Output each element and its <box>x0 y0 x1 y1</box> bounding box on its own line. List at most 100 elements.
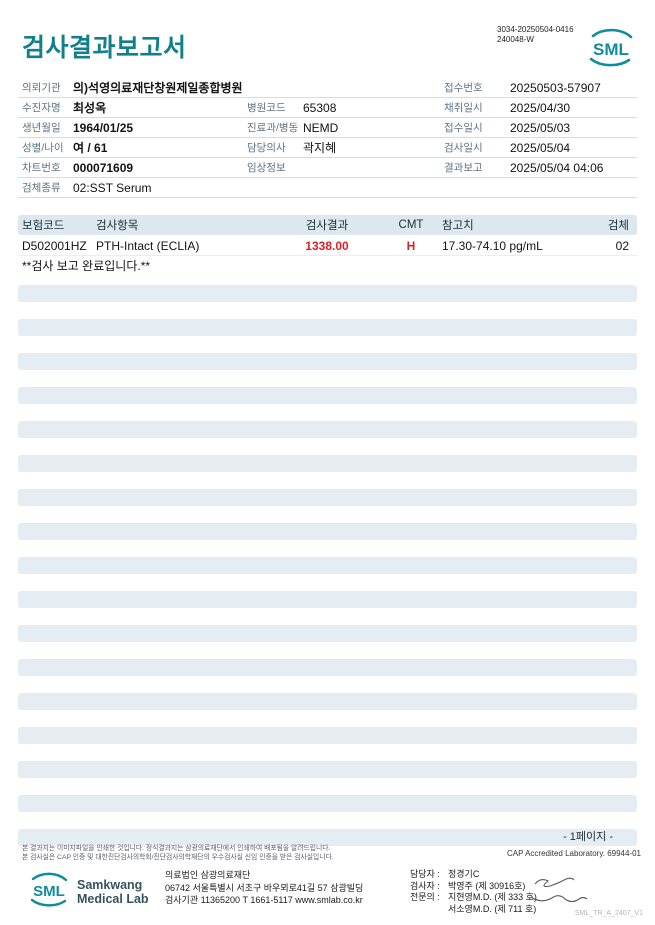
empty-row <box>18 761 637 778</box>
info-row-patient-name: 수진자명 최성옥 병원코드 65308 채취일시 2025/04/30 <box>18 98 637 118</box>
page-number-row: - 1페이지 - <box>18 829 637 846</box>
col-specimen: 검체 <box>607 220 629 232</box>
info-label: 병원코드 <box>247 102 286 114</box>
lab-brand-name: Samkwang Medical Lab <box>77 878 149 906</box>
lab-address-block: 의료법인 삼광의료재단 06742 서울특별시 서초구 바우뫼로41길 57 삼… <box>165 869 363 907</box>
empty-row <box>18 421 637 438</box>
info-value: 2025/05/04 04:06 <box>510 160 604 175</box>
empty-row <box>18 591 637 608</box>
info-value: 2025/05/03 <box>510 120 571 135</box>
info-label: 차트번호 <box>22 162 61 174</box>
col-test-result: 검사결과 <box>305 220 349 232</box>
disclaimer-line2: 본 검사실은 CAP 인증 및 대한진단검사의학회/진단검사의학재단의 우수검사… <box>22 854 334 861</box>
staff-value: 서소영M.D. (제 711 호) <box>448 903 537 914</box>
empty-row <box>18 489 637 506</box>
info-label: 의뢰기관 <box>22 82 61 94</box>
report-title: 검사결과보고서 <box>22 34 187 62</box>
staff-block: 담당자 : 정경기C 검사자 : 박영주 (제 30916호) 전문의 : 지현… <box>410 869 537 915</box>
empty-row <box>18 625 637 642</box>
info-label: 검체종류 <box>22 182 61 194</box>
info-row-sex-age: 성별/나이 여 / 61 담당의사 곽지혜 검사일시 2025/05/04 <box>18 138 637 158</box>
org-contact: 검사기관 11365200 T 1661-5117 www.smlab.co.k… <box>165 895 363 905</box>
col-insurance-code: 보험코드 <box>22 220 65 232</box>
empty-row <box>18 455 637 472</box>
empty-row <box>18 727 637 744</box>
info-label: 담당의사 <box>247 142 286 154</box>
info-label: 생년월일 <box>22 122 61 134</box>
brand-line1: Samkwang <box>77 878 143 892</box>
info-label: 성별/나이 <box>22 142 64 154</box>
result-insurance-code: D502001HZ <box>22 239 87 253</box>
info-label: 접수일시 <box>444 122 483 134</box>
info-row-specimen-type: 검체종류 02:SST Serum <box>18 178 637 198</box>
result-reference-range: 17.30-74.10 pg/mL <box>442 239 543 253</box>
staff-row-tester: 검사자 : 박영주 (제 30916호) <box>410 881 537 893</box>
result-value: 1338.00 <box>305 239 349 253</box>
patient-info-table: 의뢰기관 의)석영의료재단창원제일종합병원 접수번호 20250503-5790… <box>18 78 637 198</box>
barcode-line2: 240048-W <box>497 34 534 44</box>
info-value: 02:SST Serum <box>73 180 152 195</box>
result-specimen: 02 <box>615 239 629 253</box>
col-cmt: CMT <box>398 219 424 231</box>
staff-row-specialist-1: 전문의 : 지현영M.D. (제 333 호) <box>410 892 537 904</box>
empty-row <box>18 387 637 404</box>
org-name: 의료법인 삼광의료재단 <box>165 870 251 880</box>
info-row-chart-number: 차트번호 000071609 임상정보 결과보고 2025/05/04 04:0… <box>18 158 637 178</box>
info-value: 2025/05/04 <box>510 140 571 155</box>
info-row-birthdate: 생년월일 1964/01/25 진료과/병동 NEMD 접수일시 2025/05… <box>18 118 637 138</box>
disclaimer-text: 본 결과지는 이미지파일을 인쇄한 것입니다. 정식결과지는 삼광의료재단에서 … <box>22 844 334 862</box>
barcode-numbers: 3034-20250504-0416 240048-W <box>497 25 574 44</box>
sml-logo-icon: SML <box>582 27 640 74</box>
staff-value: 정경기C <box>448 869 480 879</box>
info-value: 최성옥 <box>73 101 107 115</box>
org-address: 06742 서울특별시 서초구 바우뫼로41길 57 삼광빌딩 <box>165 882 364 893</box>
empty-row <box>18 319 637 336</box>
info-row-requesting-org: 의뢰기관 의)석영의료재단창원제일종합병원 접수번호 20250503-5790… <box>18 78 637 98</box>
staff-label: 검사자 : <box>410 880 440 891</box>
staff-value: 박영주 (제 30916호) <box>448 880 526 891</box>
empty-row <box>18 557 637 574</box>
report-complete-note: **검사 보고 완료입니다.** <box>22 259 151 273</box>
result-flag: H <box>406 239 416 253</box>
info-value: 곽지혜 <box>303 141 337 155</box>
empty-rows-area: - 1페이지 - <box>18 285 637 863</box>
info-label: 진료과/병동 <box>247 122 299 134</box>
info-label: 검사일시 <box>444 142 483 154</box>
results-table-header: 보험코드 검사항목 검사결과 CMT 참고치 검체 <box>18 215 637 235</box>
signature-scribble <box>525 876 597 913</box>
staff-label: 전문의 : <box>410 892 440 902</box>
info-value: 1964/01/25 <box>73 120 134 135</box>
empty-row <box>18 795 637 812</box>
info-value: 2025/04/30 <box>510 100 571 115</box>
info-value: 65308 <box>303 100 337 115</box>
staff-label <box>410 904 448 916</box>
brand-line2: Medical Lab <box>77 892 149 906</box>
staff-row-manager: 담당자 : 정경기C <box>410 869 537 881</box>
col-reference-range: 참고치 <box>442 220 474 232</box>
col-test-item: 검사항목 <box>96 220 139 232</box>
empty-row <box>18 693 637 710</box>
result-test-item: PTH-Intact (ECLIA) <box>96 239 200 253</box>
info-label: 임상정보 <box>247 162 286 174</box>
info-value: NEMD <box>303 120 339 135</box>
info-value: 의)석영의료재단창원제일종합병원 <box>73 81 243 95</box>
staff-value: 지현영M.D. (제 333 호) <box>448 892 537 902</box>
empty-row <box>18 353 637 370</box>
empty-row <box>18 659 637 676</box>
disclaimer-line1: 본 결과지는 이미지파일을 인쇄한 것입니다. 정식결과지는 삼광의료재단에서 … <box>22 845 331 852</box>
form-code-label: SML_TR_A_2407_V1 <box>574 910 643 917</box>
info-label: 접수번호 <box>444 82 483 94</box>
barcode-line1: 3034-20250504-0416 <box>497 25 574 34</box>
empty-row <box>18 523 637 540</box>
result-row: D502001HZ PTH-Intact (ECLIA) 1338.00 H 1… <box>18 237 637 256</box>
info-value: 20250503-57907 <box>510 80 601 95</box>
empty-row <box>18 285 637 302</box>
info-label: 채취일시 <box>444 102 483 114</box>
info-value: 000071609 <box>73 160 134 175</box>
staff-row-specialist-2: 서소영M.D. (제 711 호) <box>410 904 537 916</box>
cap-accreditation-label: CAP Accredited Laboratory. 69944-01 <box>506 849 641 858</box>
sml-footer-logo-text: SML <box>33 883 65 900</box>
info-label: 수진자명 <box>22 102 61 114</box>
info-value: 여 / 61 <box>73 141 108 155</box>
